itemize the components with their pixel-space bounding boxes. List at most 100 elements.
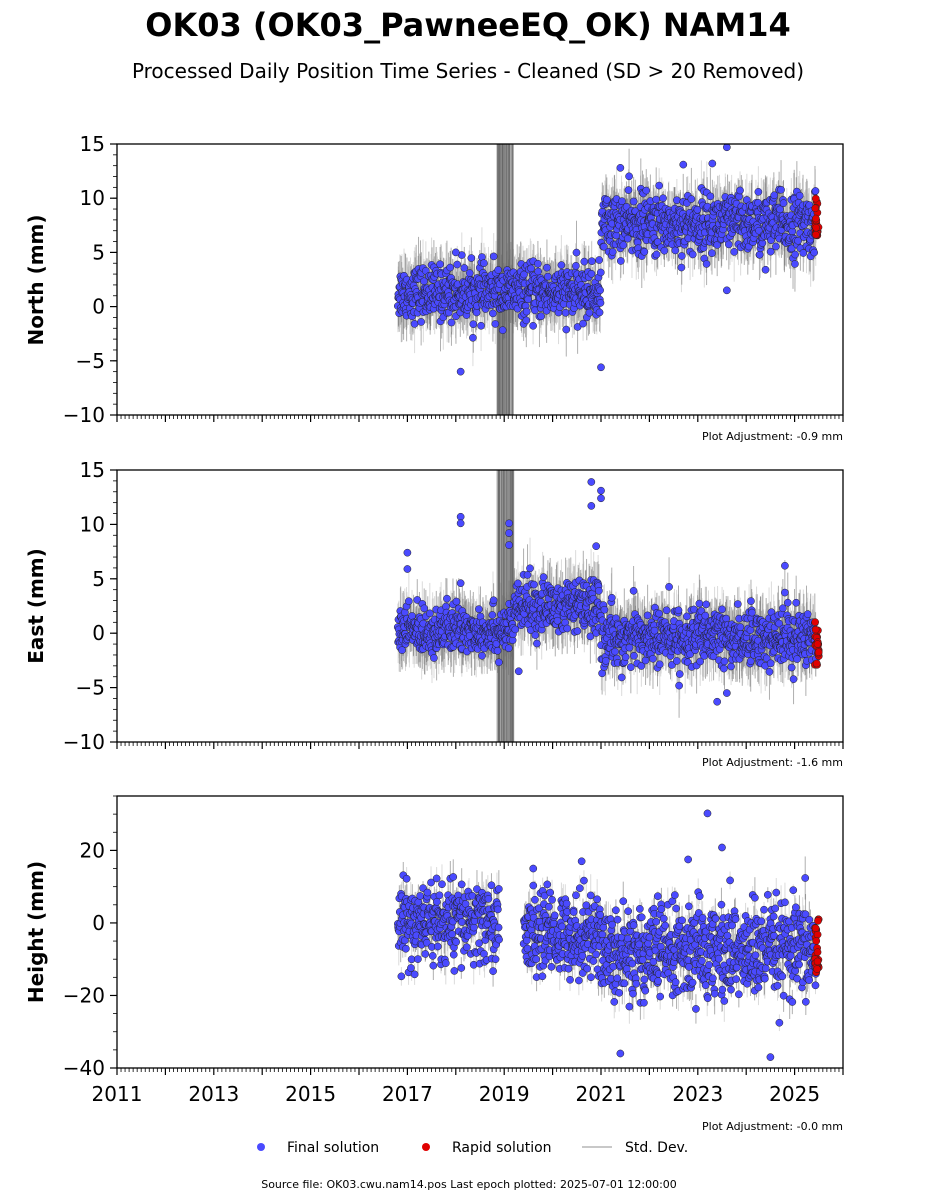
- final-solution-point: [770, 191, 779, 200]
- final-solution-point: [469, 320, 478, 329]
- final-solution-point: [511, 625, 520, 634]
- final-solution-point: [408, 612, 416, 620]
- final-solution-point: [595, 256, 604, 264]
- final-solution-point: [755, 250, 764, 259]
- rapid-solution-point: [812, 223, 821, 232]
- final-solution-point: [791, 260, 799, 268]
- final-solution-point: [477, 321, 485, 330]
- final-solution-point: [585, 308, 594, 317]
- final-solution-point: [702, 260, 711, 268]
- final-solution-point: [452, 597, 461, 606]
- final-solution-point: [398, 646, 406, 654]
- final-solution-point: [557, 261, 566, 269]
- final-solution-point: [514, 579, 522, 588]
- rapid-solution-point: [811, 204, 820, 213]
- final-solution-point: [602, 656, 610, 665]
- final-solution-point: [776, 205, 784, 214]
- y-tick-label: 0: [92, 295, 105, 319]
- final-solution-point: [573, 627, 582, 635]
- final-solution-point: [791, 250, 799, 259]
- final-solution-point: [537, 312, 545, 321]
- final-solution-point: [467, 254, 476, 262]
- final-solution-point: [460, 264, 469, 272]
- final-solution-point: [478, 651, 486, 660]
- final-solution-point: [687, 195, 696, 203]
- final-solution-point: [677, 263, 686, 272]
- final-solution-point: [489, 596, 498, 605]
- data-points: [393, 478, 823, 706]
- final-solution-point: [708, 159, 717, 168]
- final-solution-point: [693, 205, 702, 214]
- final-solution-point: [754, 188, 763, 196]
- final-solution-point: [430, 654, 438, 662]
- final-solution-point: [436, 260, 444, 269]
- final-solution-point: [523, 571, 532, 579]
- final-solution-point: [447, 318, 456, 327]
- final-solution-point: [777, 185, 785, 194]
- figure-title: OK03 (OK03_PawneeEQ_OK) NAM14: [145, 6, 791, 44]
- final-solution-point: [652, 195, 661, 204]
- final-solution-point: [713, 241, 722, 249]
- rapid-solution-point: [812, 230, 820, 239]
- final-solution-point: [595, 586, 603, 595]
- y-tick-label: 5: [92, 240, 105, 264]
- final-solution-point: [722, 286, 731, 295]
- final-solution-point: [617, 673, 626, 682]
- final-solution-point: [456, 367, 465, 376]
- final-solution-point: [600, 242, 608, 251]
- final-solution-point: [489, 309, 497, 318]
- final-solution-point: [671, 246, 680, 255]
- final-solution-point: [451, 248, 460, 257]
- final-solution-point: [621, 653, 630, 661]
- figure-subtitle: Processed Daily Position Time Series - C…: [132, 59, 804, 83]
- y-tick-label: 15: [80, 132, 105, 156]
- final-solution-point: [597, 363, 605, 372]
- final-solution-point: [563, 624, 572, 633]
- final-solution-point: [688, 250, 697, 259]
- final-solution-point: [472, 308, 481, 317]
- final-solution-point: [534, 259, 542, 268]
- final-solution-point: [595, 308, 604, 317]
- final-solution-point: [446, 263, 455, 272]
- final-solution-point: [413, 596, 422, 604]
- final-solution-point: [526, 564, 534, 573]
- final-solution-point: [642, 186, 651, 195]
- final-solution-point: [602, 195, 611, 204]
- final-solution-point: [469, 333, 477, 342]
- final-solution-point: [600, 605, 609, 614]
- final-solution-point: [766, 247, 775, 256]
- final-solution-point: [706, 192, 715, 201]
- final-solution-point: [529, 321, 537, 330]
- final-solution-point: [779, 199, 788, 208]
- final-solution-point: [616, 257, 625, 265]
- final-solution-point: [489, 252, 498, 261]
- final-solution-point: [625, 172, 633, 181]
- final-solution-point: [494, 658, 503, 667]
- final-solution-point: [531, 631, 540, 639]
- final-solution-point: [587, 269, 596, 278]
- final-solution-point: [596, 299, 605, 307]
- final-solution-point: [596, 268, 605, 277]
- final-solution-point: [522, 316, 531, 325]
- final-solution-point: [652, 250, 661, 259]
- final-solution-point: [626, 663, 635, 671]
- final-solution-point: [810, 248, 819, 257]
- final-solution-point: [580, 257, 589, 266]
- final-solution-point: [410, 320, 419, 328]
- final-solution-point: [572, 261, 580, 270]
- final-solution-point: [417, 318, 425, 326]
- final-solution-point: [493, 646, 502, 655]
- final-solution-point: [624, 186, 633, 194]
- final-solution-point: [795, 191, 804, 200]
- rapid-solution-point: [811, 194, 820, 203]
- final-solution-point: [494, 266, 503, 274]
- final-solution-point: [660, 246, 669, 255]
- final-solution-point: [794, 236, 802, 245]
- final-solution-point: [736, 186, 744, 195]
- final-solution-point: [504, 644, 513, 653]
- final-solution-point: [618, 197, 626, 206]
- final-solution-point: [616, 163, 625, 172]
- final-solution-point: [498, 326, 507, 335]
- final-solution-point: [488, 611, 497, 619]
